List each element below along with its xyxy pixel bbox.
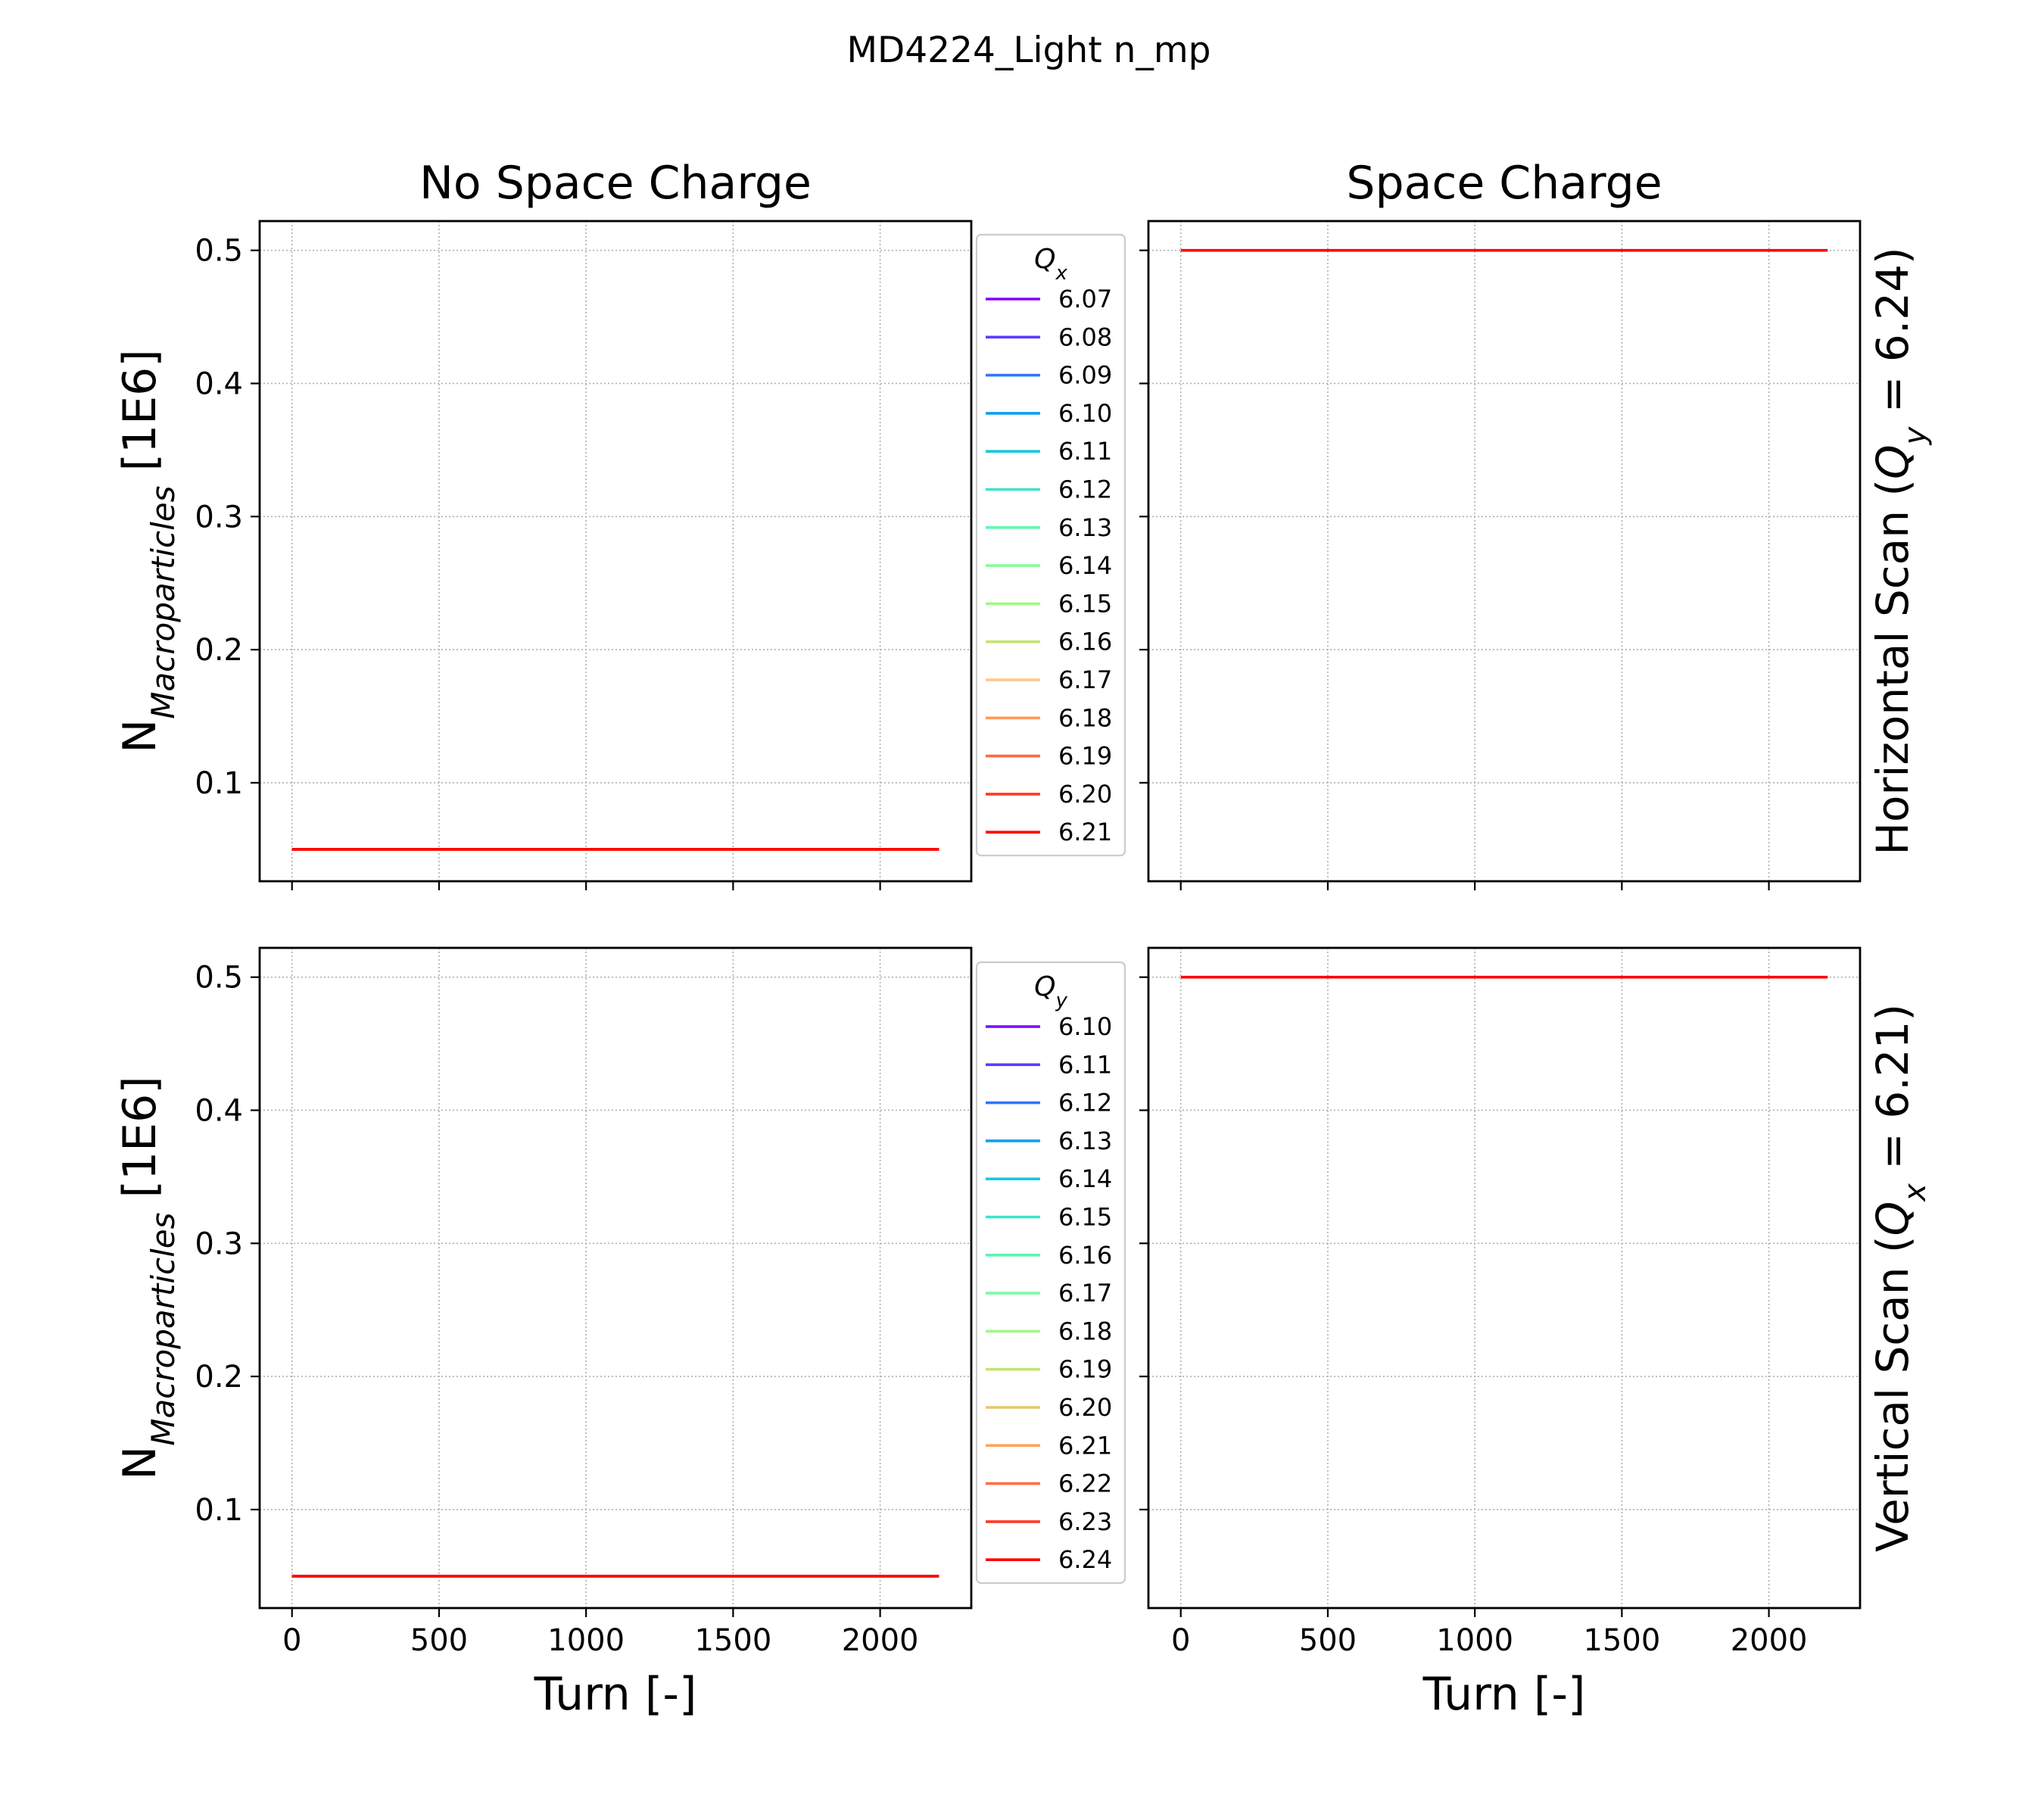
y-tick-label: 0.3	[195, 1226, 243, 1261]
legend-entry: 6.18	[1058, 703, 1112, 732]
axes-frame	[1147, 220, 1862, 883]
x-tick-label: 1000	[1436, 1623, 1513, 1658]
legend-title: Qy	[1034, 971, 1067, 1012]
legend-entry: 6.10	[1058, 1012, 1112, 1041]
y-tick-label: 0.5	[195, 961, 243, 996]
y-tick-label: 0.4	[195, 1093, 243, 1128]
legend-entry: 6.15	[1058, 589, 1112, 618]
legend-entry: 6.17	[1058, 1279, 1112, 1307]
legend-entry: 6.08	[1058, 323, 1112, 351]
legend-entry: 6.13	[1058, 513, 1112, 542]
legend-entry: 6.16	[1058, 1241, 1112, 1270]
x-tick-label: 2000	[842, 1623, 919, 1658]
y-tick-label: 0.1	[195, 766, 243, 801]
subplot-1-0: 0 500 1000 1500 2000 0.1 0.2 0.3 0.4 0.5 Turn [-] N…	[114, 946, 1126, 1721]
legend-entry: 6.07	[1058, 285, 1112, 313]
legend-entry: 6.20	[1058, 1393, 1112, 1422]
row-label: Vertical Scan (Qx = 6.21)	[1867, 1004, 1933, 1552]
legend-entry: 6.18	[1058, 1317, 1112, 1345]
legend-entry: 6.09	[1058, 361, 1112, 390]
legend-title: Qx	[1034, 244, 1067, 285]
y-tick-label: 0.2	[195, 1360, 243, 1395]
axes-frame	[258, 946, 973, 1610]
legend-entry: 6.10	[1058, 399, 1112, 428]
x-tick-label: 1500	[1583, 1623, 1660, 1658]
y-tick-label: 0.1	[195, 1493, 243, 1528]
x-tick-label: 0	[282, 1623, 301, 1658]
y-tick-label: 0.5	[195, 234, 243, 269]
x-tick-label: 1500	[694, 1623, 771, 1658]
legend-entry: 6.13	[1058, 1127, 1112, 1155]
legend-entry: 6.15	[1058, 1203, 1112, 1232]
legend-entry: 6.21	[1058, 818, 1112, 846]
x-tick-label: 500	[410, 1623, 468, 1658]
figure-title: MD4224_Light n_mp	[847, 30, 1211, 71]
subplot-grid: 0.1 0.2 0.3 0.4 0.5 No Space Charge NMacropart…	[114, 157, 1933, 1721]
legend-entry: 6.19	[1058, 742, 1112, 771]
legend-entry: 6.12	[1058, 475, 1112, 504]
legend-entry: 6.11	[1058, 437, 1112, 466]
legend-entry: 6.17	[1058, 665, 1112, 694]
legend-entry: 6.21	[1058, 1431, 1112, 1460]
legend-entry: 6.11	[1058, 1050, 1112, 1079]
x-tick-label: 0	[1171, 1623, 1190, 1658]
axes-frame	[1147, 946, 1862, 1610]
legend: Qy6.10 6.11 6.12 6.13 6.14 6.15 6.16 6.17 6.18 6.…	[975, 961, 1126, 1585]
legend-entry: 6.12	[1058, 1089, 1112, 1117]
legend-entry: 6.14	[1058, 551, 1112, 580]
subplot-0-1: Space Charge Horizontal Scan (Qy = 6.24)	[1139, 157, 1933, 890]
legend-entry: 6.24	[1058, 1545, 1112, 1574]
legend-entry: 6.22	[1058, 1469, 1112, 1498]
legend-entry: 6.19	[1058, 1355, 1112, 1384]
legend-entry: 6.14	[1058, 1164, 1112, 1193]
subplot-1-1: 0 500 1000 1500 2000 Turn [-] Vertical Scan (Q…	[1139, 946, 1933, 1721]
legend-entry: 6.20	[1058, 780, 1112, 809]
legend-box	[975, 961, 1126, 1585]
x-tick-label: 2000	[1731, 1623, 1808, 1658]
y-axis-label: NMacroparticles [1E6]	[114, 349, 182, 753]
x-tick-label: 500	[1299, 1623, 1357, 1658]
legend-box	[975, 233, 1126, 857]
subplot-title: Space Charge	[1346, 157, 1662, 210]
y-tick-label: 0.2	[195, 633, 243, 668]
subplot-0-0: 0.1 0.2 0.3 0.4 0.5 No Space Charge NMacropart…	[114, 157, 1126, 890]
y-tick-label: 0.4	[195, 366, 243, 401]
subplot-title: No Space Charge	[419, 157, 812, 210]
row-label: Horizontal Scan (Qy = 6.24)	[1867, 247, 1933, 855]
legend-entry: 6.23	[1058, 1507, 1112, 1536]
legend: Qx6.07 6.08 6.09 6.10 6.11 6.12 6.13 6.14 6.15 6.…	[975, 233, 1126, 857]
axes-frame	[258, 220, 973, 883]
x-axis-label: Turn [-]	[1422, 1668, 1586, 1721]
x-axis-label: Turn [-]	[534, 1668, 697, 1721]
x-tick-label: 1000	[547, 1623, 625, 1658]
y-axis-label: NMacroparticles [1E6]	[114, 1076, 182, 1479]
y-tick-label: 0.3	[195, 500, 243, 535]
legend-entry: 6.16	[1058, 628, 1112, 656]
